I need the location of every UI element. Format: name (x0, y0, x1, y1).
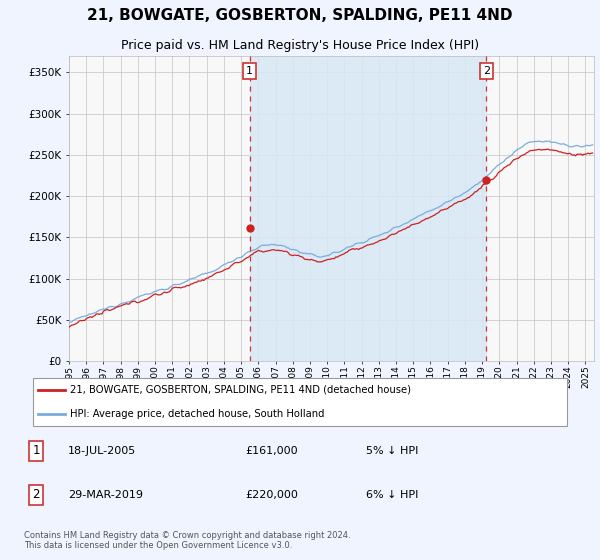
Text: Contains HM Land Registry data © Crown copyright and database right 2024.
This d: Contains HM Land Registry data © Crown c… (24, 531, 350, 550)
Text: HPI: Average price, detached house, South Holland: HPI: Average price, detached house, Sout… (71, 409, 325, 419)
Text: 18-JUL-2005: 18-JUL-2005 (68, 446, 136, 456)
Text: 1: 1 (246, 66, 253, 76)
Text: Price paid vs. HM Land Registry's House Price Index (HPI): Price paid vs. HM Land Registry's House … (121, 39, 479, 52)
FancyBboxPatch shape (33, 378, 568, 426)
Text: 2: 2 (483, 66, 490, 76)
Text: 5% ↓ HPI: 5% ↓ HPI (366, 446, 419, 456)
Text: 6% ↓ HPI: 6% ↓ HPI (366, 490, 419, 500)
Bar (250, 56, 487, 361)
Text: 29-MAR-2019: 29-MAR-2019 (68, 490, 143, 500)
Text: 21, BOWGATE, GOSBERTON, SPALDING, PE11 4ND (detached house): 21, BOWGATE, GOSBERTON, SPALDING, PE11 4… (71, 385, 412, 395)
Text: 1: 1 (32, 444, 40, 458)
Text: £161,000: £161,000 (245, 446, 298, 456)
Text: 2: 2 (32, 488, 40, 501)
Text: £220,000: £220,000 (245, 490, 298, 500)
Text: 21, BOWGATE, GOSBERTON, SPALDING, PE11 4ND: 21, BOWGATE, GOSBERTON, SPALDING, PE11 4… (87, 8, 513, 24)
